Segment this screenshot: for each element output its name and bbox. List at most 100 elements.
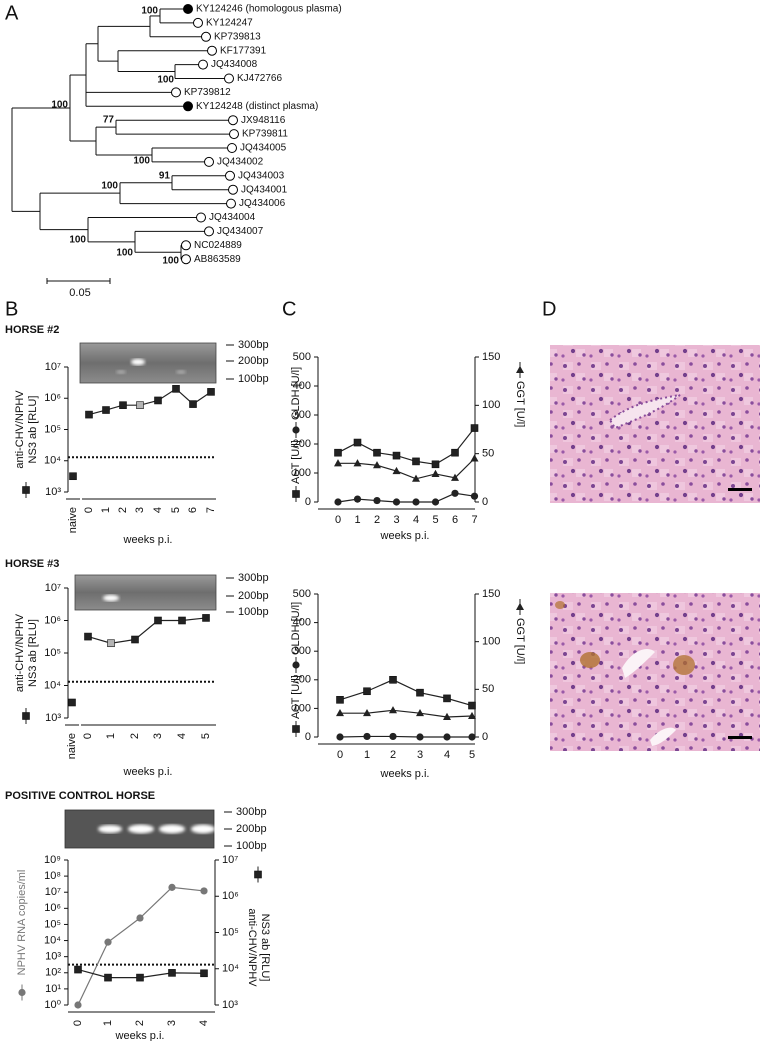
marker-square <box>68 698 76 707</box>
panel-label: A <box>5 2 19 24</box>
marker-triangle <box>373 461 381 469</box>
ladder-label: 300bp <box>236 806 267 818</box>
portal-tract <box>608 394 681 430</box>
leaf-marker <box>228 184 238 195</box>
x-tick-label: naive <box>66 733 78 759</box>
marker-triangle <box>336 708 344 717</box>
y-tick-label: 10⁵ <box>44 647 61 659</box>
marker-square <box>168 969 176 977</box>
marker-circle <box>353 495 362 503</box>
scale-bar <box>728 736 752 739</box>
marker-square <box>207 388 215 396</box>
x-tick-label: 0 <box>72 1020 84 1026</box>
marker-square <box>172 385 180 393</box>
gel-horse-3: 300bp 200bp 100bp <box>74 572 269 618</box>
marker-square <box>154 616 162 625</box>
ladder-label: 300bp <box>238 339 269 351</box>
marker-circle <box>389 732 397 741</box>
leaf-marker <box>183 101 193 112</box>
marker-square <box>202 614 210 622</box>
marker-square <box>451 448 459 457</box>
y-tick-label: 10⁴ <box>44 455 61 467</box>
marker-square <box>363 687 371 696</box>
marker-triangle <box>451 473 459 481</box>
y-tick-label: 200 <box>293 674 311 686</box>
histology-horse-2 <box>550 345 760 503</box>
x-tick-label: 6 <box>187 507 199 513</box>
leaf-marker <box>201 31 211 42</box>
y-tick-label: 10³ <box>45 951 61 963</box>
leaf-label: KJ472766 <box>237 73 282 84</box>
x-axis-label: weeks p.i. <box>123 534 173 546</box>
marker-square <box>107 639 115 648</box>
marker-triangle <box>363 708 371 717</box>
x-tick-label: 1 <box>354 514 360 526</box>
x-tick-label: 2 <box>134 1020 146 1026</box>
bootstrap-value: 91 <box>159 171 171 182</box>
leaf-label: KF177391 <box>220 45 267 56</box>
x-tick-label: 4 <box>413 514 419 526</box>
leaf-label: KP739813 <box>214 31 261 42</box>
legend-glyph <box>292 661 300 669</box>
bootstrap-value: 100 <box>69 235 86 246</box>
x-tick-label: 1 <box>102 1020 114 1026</box>
y-tick-label: 200 <box>293 438 311 450</box>
y-tick-label: 0 <box>482 731 488 743</box>
histology-image <box>550 593 760 751</box>
bootstrap-value: 100 <box>116 248 133 259</box>
y-tick-label: 100 <box>293 467 311 479</box>
marker-square <box>200 969 208 978</box>
y-tick-label: 500 <box>293 351 311 363</box>
leaf-marker <box>228 115 238 126</box>
y2-axis-label: anti-CHV/NPHV <box>246 908 258 987</box>
marker-triangle <box>470 454 479 462</box>
y-tick-label: 10³ <box>222 999 238 1011</box>
marker-circle <box>74 1001 82 1009</box>
vessel <box>650 727 676 746</box>
chart-title: HORSE #3 <box>5 558 59 570</box>
y2-axis-label: GGT [U/l] <box>514 381 526 427</box>
y-tick-label: 10⁶ <box>44 902 61 914</box>
y-axis-label: NPHV RNA copies/ml <box>16 870 28 976</box>
marker-triangle <box>334 459 342 467</box>
vessel <box>622 648 655 678</box>
y-tick-label: 10⁹ <box>44 854 61 866</box>
leaf-label: JQ434005 <box>240 143 287 154</box>
marker-circle <box>334 498 342 506</box>
bootstrap-value: 100 <box>141 6 158 17</box>
x-tick-label: 1 <box>105 733 117 739</box>
legend-glyph <box>18 988 26 997</box>
y-tick-label: 10⁷ <box>45 886 61 898</box>
x-tick-label: 3 <box>152 733 164 739</box>
leaf-marker <box>227 143 237 153</box>
y-axis-label: NS3 ab [RLU] <box>27 396 39 464</box>
marker-circle <box>336 733 344 741</box>
y2-axis-label: GGT [U/l] <box>514 618 526 664</box>
marker-square <box>104 973 112 982</box>
leaf-label: JQ434008 <box>211 59 258 70</box>
ladder-label: 200bp <box>236 823 267 835</box>
panel-label: C <box>282 298 296 320</box>
y-tick-label: 400 <box>293 617 311 629</box>
y-tick-label: 150 <box>482 588 500 600</box>
y-tick-label: 10⁵ <box>44 423 61 435</box>
y-tick-label: 100 <box>293 702 311 714</box>
x-tick-label: naive <box>67 507 79 533</box>
x-tick-label: 2 <box>390 749 396 761</box>
pigment <box>580 652 600 668</box>
leaf-label: NC024889 <box>194 240 242 251</box>
leaf-label: JQ434007 <box>217 226 264 237</box>
marker-circle <box>416 733 424 741</box>
x-tick-label: 3 <box>134 507 146 513</box>
y-axis-label: anti-CHV/NPHV <box>14 613 26 692</box>
bootstrap-value: 100 <box>51 100 68 111</box>
marker-square <box>85 410 93 419</box>
leaf-marker <box>224 73 234 84</box>
leaf-marker <box>171 87 181 98</box>
marker-square <box>389 675 397 684</box>
marker-triangle <box>412 474 420 482</box>
y-tick-label: 150 <box>482 351 500 363</box>
histology-image <box>550 345 760 503</box>
marker-circle <box>443 733 451 741</box>
ladder-label: 100bp <box>238 606 269 618</box>
